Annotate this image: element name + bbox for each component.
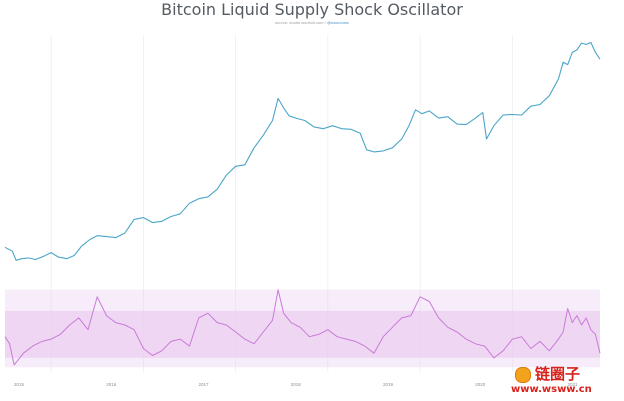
watermark: 链圈子 www.wsww.cn	[505, 365, 624, 401]
x-tick-label: 2019	[383, 382, 394, 387]
x-tick-label: 2020	[475, 382, 486, 387]
price-line	[4, 41, 601, 261]
oscillator-inner-band	[5, 310, 600, 358]
x-tick-label: 2021	[567, 382, 578, 387]
x-tick-label: 2017	[198, 382, 209, 387]
source-link[interactable]: @woonomic	[326, 20, 349, 25]
source-prefix: source: charts.woobull.com /	[275, 20, 327, 25]
oscillator-line	[4, 289, 601, 366]
watermark-chinese-text: 链圈子	[535, 365, 581, 383]
chart-title: Bitcoin Liquid Supply Shock Oscillator	[161, 0, 463, 19]
chart-source: source: charts.woobull.com / @woonomic	[0, 20, 624, 26]
watermark-logo-icon	[515, 367, 531, 383]
x-tick-label: 2016	[106, 382, 117, 387]
x-tick-label: 2018	[291, 382, 302, 387]
watermark-url: www.wsww.cn	[511, 384, 592, 395]
x-tick-label: 2015	[14, 382, 25, 387]
